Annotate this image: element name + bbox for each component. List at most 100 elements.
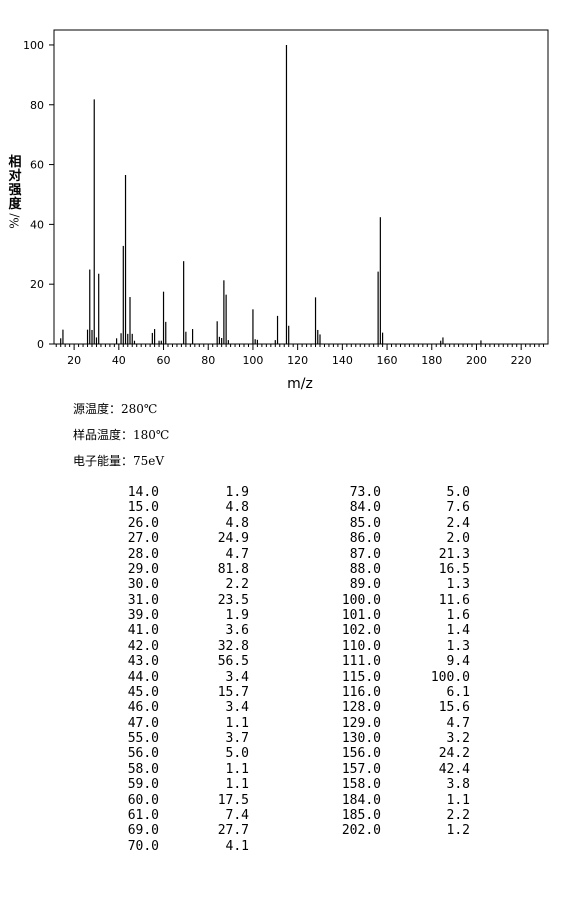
intensity-cell: 2.2 [446, 807, 470, 823]
mz-cell: 116.0 [341, 684, 381, 700]
intensity-cell: 1.9 [225, 485, 249, 500]
mz-cell: 26.0 [127, 515, 159, 531]
intensity-cell: 1.3 [446, 577, 470, 593]
y-tick-group: 0 20 40 60 80 100 [23, 39, 54, 351]
mz-cell: 110.0 [341, 638, 381, 654]
intensity-cell: 4.8 [225, 515, 249, 531]
intensity-cell: 100.0 [430, 669, 470, 685]
mz-cell: 31.0 [127, 592, 159, 608]
x-minor-ticks [55, 344, 545, 347]
table-row: 44.0 3.4 115.0 100.0 [113, 670, 470, 685]
mz-cell: 157.0 [341, 761, 381, 777]
table-row: 59.0 1.1 158.0 3.8 [113, 777, 470, 792]
table-row: 46.0 3.4 128.0 15.6 [113, 700, 470, 715]
y-axis-label: 相 对 强 度 %/ [6, 156, 24, 229]
x-tick-label: 80 [201, 354, 215, 367]
mz-cell: 73.0 [349, 485, 381, 500]
x-tick-label: 20 [67, 354, 81, 367]
mz-cell: 39.0 [127, 608, 159, 623]
y-axis-label-char: 度 [8, 197, 22, 212]
intensity-cell: 16.5 [438, 561, 470, 577]
intensity-cell: 3.6 [225, 623, 249, 639]
x-tick-label: 100 [242, 354, 263, 367]
y-axis-label-char: 对 [8, 169, 22, 184]
intensity-cell: 2.4 [446, 515, 470, 531]
mz-cell: 45.0 [127, 684, 159, 700]
intensity-cell: 3.7 [225, 731, 249, 746]
table-row: 30.0 2.2 89.0 1.3 [113, 577, 470, 592]
table-row: 69.0 27.7 202.0 1.2 [113, 823, 470, 838]
mz-cell: 55.0 [127, 731, 159, 746]
intensity-cell: 1.1 [225, 777, 249, 793]
intensity-cell: 4.7 [225, 546, 249, 562]
mz-cell: 47.0 [127, 715, 159, 731]
mz-cell: 85.0 [349, 515, 381, 531]
intensity-cell: 4.8 [225, 500, 249, 516]
y-axis-unit: %/ [7, 213, 22, 229]
table-row: 61.0 7.4 185.0 2.2 [113, 808, 470, 823]
intensity-cell: 9.4 [446, 654, 470, 670]
intensity-cell: 27.7 [217, 823, 249, 839]
table-row: 15.0 4.8 84.0 7.6 [113, 500, 470, 515]
mz-cell: 184.0 [341, 792, 381, 808]
source-temperature-text: 源温度：280℃ [73, 402, 158, 416]
y-axis-label-char: 相 [8, 155, 22, 170]
mz-cell: 58.0 [127, 761, 159, 777]
y-tick-label: 20 [30, 278, 44, 291]
mz-cell: 46.0 [127, 700, 159, 716]
table-row: 45.0 15.7 116.0 6.1 [113, 685, 470, 700]
y-tick-label: 100 [23, 39, 44, 52]
intensity-cell: 1.2 [446, 823, 470, 839]
table-row: 26.0 4.8 85.0 2.4 [113, 516, 470, 531]
intensity-cell: 3.4 [225, 700, 249, 716]
mz-cell: 156.0 [341, 746, 381, 762]
table-row: 41.0 3.6 102.0 1.4 [113, 623, 470, 638]
mz-cell: 15.0 [127, 500, 159, 516]
x-tick-label: 140 [332, 354, 353, 367]
intensity-cell: 1.1 [225, 715, 249, 731]
mz-cell: 29.0 [127, 561, 159, 577]
mz-cell: 130.0 [341, 731, 381, 746]
intensity-cell: 1.1 [446, 792, 470, 808]
intensity-cell: 4.7 [446, 715, 470, 731]
intensity-cell: 2.0 [446, 531, 470, 547]
intensity-cell: 23.5 [217, 592, 249, 608]
intensity-cell: 1.4 [446, 623, 470, 639]
intensity-cell: 17.5 [217, 792, 249, 808]
intensity-cell [381, 839, 470, 854]
table-row: 56.0 5.0 156.0 24.2 [113, 746, 470, 761]
intensity-cell: 24.2 [438, 746, 470, 762]
mz-cell: 27.0 [127, 531, 159, 547]
intensity-cell: 21.3 [438, 546, 470, 562]
intensity-cell: 1.3 [446, 638, 470, 654]
mz-cell: 30.0 [127, 577, 159, 593]
mz-cell: 41.0 [127, 623, 159, 639]
peak-table: 14.0 1.9 73.0 5.0 15.0 4.8 84.0 7.6 26.0 4.8 85.0 2… [113, 485, 470, 854]
intensity-cell: 1.9 [225, 608, 249, 623]
intensity-cell: 3.8 [446, 777, 470, 793]
table-row: 42.0 32.8 110.0 1.3 [113, 639, 470, 654]
mz-cell: 43.0 [127, 654, 159, 670]
table-row: 60.0 17.5 184.0 1.1 [113, 793, 470, 808]
mz-cell: 14.0 [127, 485, 159, 500]
intensity-cell: 5.0 [446, 485, 470, 500]
y-tick-label: 0 [37, 338, 44, 351]
mz-cell: 56.0 [127, 746, 159, 762]
x-tick-label: 120 [287, 354, 308, 367]
y-axis-label-char: 强 [8, 183, 22, 198]
mz-cell [249, 839, 381, 854]
table-row: 70.0 4.1 [113, 839, 470, 854]
x-axis-label: m/z [287, 376, 313, 392]
intensity-cell: 6.1 [446, 684, 470, 700]
intensity-cell: 15.7 [217, 684, 249, 700]
intensity-cell: 56.5 [217, 654, 249, 670]
y-tick-label: 60 [30, 159, 44, 172]
mz-cell: 115.0 [341, 669, 381, 685]
mz-cell: 84.0 [349, 500, 381, 516]
mz-cell: 89.0 [349, 577, 381, 593]
table-row: 14.0 1.9 73.0 5.0 [113, 485, 470, 500]
mz-cell: 128.0 [341, 700, 381, 716]
table-row: 55.0 3.7 130.0 3.2 [113, 731, 470, 746]
mz-cell: 111.0 [341, 654, 381, 670]
